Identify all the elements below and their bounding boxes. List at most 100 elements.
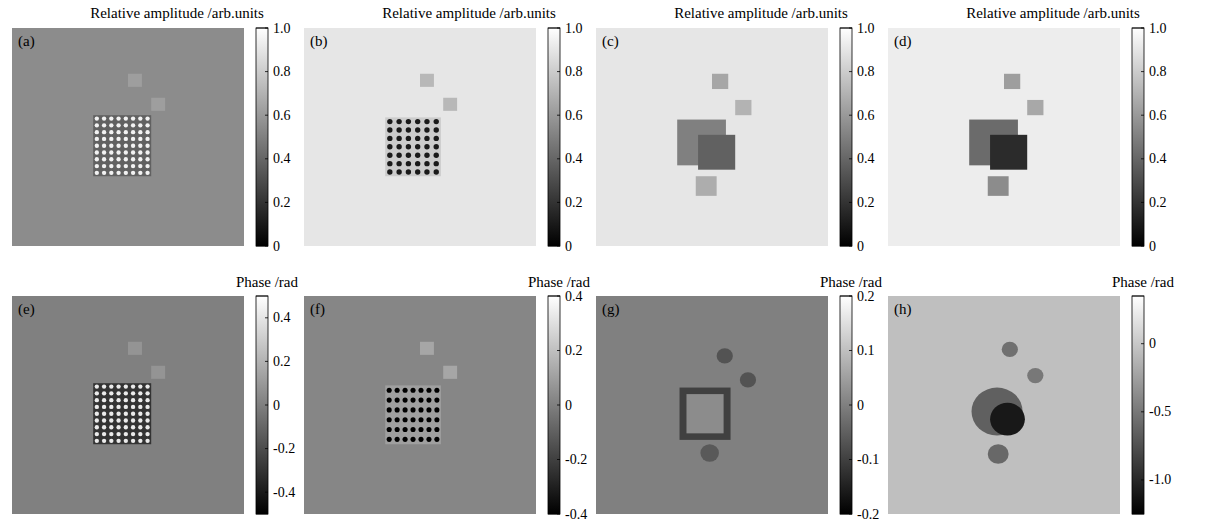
artifact-dot	[145, 412, 149, 416]
artifact-dot	[396, 161, 401, 166]
artifact-dot	[426, 407, 431, 412]
colorbar-end	[548, 296, 560, 297]
artifact-dot	[403, 417, 408, 422]
image	[304, 296, 536, 514]
artifact-dot	[434, 161, 439, 166]
colorbar-tick-label: 0.4	[565, 151, 583, 166]
artifact-dot	[131, 418, 135, 422]
artifact-dot	[102, 412, 106, 416]
square-object	[735, 100, 751, 115]
artifact-dot	[406, 119, 411, 124]
artifact-dot	[116, 405, 120, 409]
colorbar-tick-label: 1.0	[273, 21, 291, 36]
artifact-dot	[95, 398, 99, 402]
artifact-dot	[95, 432, 99, 436]
artifact-dot	[131, 398, 135, 402]
artifact-dot	[426, 398, 431, 403]
artifact-dot	[124, 418, 128, 422]
artifact-dot	[95, 171, 99, 175]
artifact-dot	[116, 384, 120, 388]
artifact-dot	[124, 398, 128, 402]
artifact-dot	[109, 137, 113, 141]
image	[888, 296, 1120, 514]
artifact-dot	[131, 164, 135, 168]
artifact-dot	[116, 425, 120, 429]
artifact-dot	[95, 418, 99, 422]
colorbar-tick-label: 0.4	[1149, 151, 1167, 166]
artifact-dot	[116, 144, 120, 148]
panel-letter: (g)	[602, 301, 620, 318]
artifact-dot	[102, 116, 106, 120]
artifact-dot	[116, 116, 120, 120]
colorbar-tick	[265, 317, 268, 318]
panel: (b)00.20.40.60.81.0Relative amplitude /a…	[304, 5, 583, 254]
colorbar-end	[840, 296, 852, 297]
artifact-dot	[102, 418, 106, 422]
artifact-dot	[387, 119, 392, 124]
artifact-dot	[131, 116, 135, 120]
colorbar-tick-label: 0.2	[1149, 195, 1167, 210]
artifact-dot	[145, 391, 149, 395]
square-object	[420, 342, 434, 355]
colorbar-tick-label: -0.4	[565, 507, 587, 521]
artifact-dot	[131, 391, 135, 395]
artifact-dot	[116, 391, 120, 395]
artifact-dot	[403, 388, 408, 393]
artifact-dot	[434, 169, 439, 174]
artifact-dot	[95, 116, 99, 120]
colorbar-tick-label: 0	[565, 239, 572, 254]
colorbar-tick	[265, 115, 268, 116]
artifact-dot	[406, 161, 411, 166]
artifact-dot	[138, 137, 142, 141]
panel: (f)-0.4-0.200.20.4Phase /rad	[304, 274, 590, 521]
image-background	[304, 28, 536, 246]
artifact-dot	[109, 432, 113, 436]
square-object	[988, 176, 1009, 196]
artifact-dot	[424, 161, 429, 166]
artifact-dot	[415, 153, 420, 158]
colorbar-tick	[557, 158, 560, 159]
artifact-dot	[138, 425, 142, 429]
colorbar-end	[256, 246, 268, 247]
artifact-dot	[109, 405, 113, 409]
artifact-dot	[138, 123, 142, 127]
artifact-dot	[124, 432, 128, 436]
colorbar-title: Relative amplitude /arb.units	[382, 5, 556, 21]
artifact-dot	[95, 164, 99, 168]
artifact-dot	[403, 427, 408, 432]
artifact-dot	[418, 388, 423, 393]
square-object	[151, 366, 165, 379]
colorbar	[548, 28, 560, 246]
artifact-dot	[109, 123, 113, 127]
colorbar-end	[1132, 28, 1144, 29]
artifact-dot	[424, 119, 429, 124]
colorbar-tick	[265, 361, 268, 362]
colorbar-tick	[1141, 479, 1144, 480]
artifact-dot	[116, 398, 120, 402]
artifact-dot	[102, 384, 106, 388]
image-background	[888, 28, 1120, 246]
artifact-dot	[131, 150, 135, 154]
artifact-dot	[131, 123, 135, 127]
colorbar-tick-label: 0.2	[273, 354, 291, 369]
artifact-dot	[396, 169, 401, 174]
artifact-dot	[102, 439, 106, 443]
colorbar-tick-label: 0	[857, 398, 864, 413]
artifact-dot	[410, 388, 415, 393]
artifact-dot	[434, 398, 439, 403]
artifact-dot	[138, 157, 142, 161]
colorbar-tick	[849, 115, 852, 116]
artifact-dot	[116, 439, 120, 443]
artifact-dot	[396, 136, 401, 141]
colorbar-tick	[849, 459, 852, 460]
image-background	[596, 296, 828, 514]
artifact-dot	[387, 388, 392, 393]
square-object	[385, 117, 441, 176]
colorbar-tick-label: 0.2	[565, 195, 583, 210]
artifact-dot	[109, 384, 113, 388]
artifact-dot	[124, 130, 128, 134]
artifact-dot	[131, 130, 135, 134]
artifact-dot	[102, 123, 106, 127]
artifact-dot	[124, 144, 128, 148]
artifact-dot	[109, 412, 113, 416]
